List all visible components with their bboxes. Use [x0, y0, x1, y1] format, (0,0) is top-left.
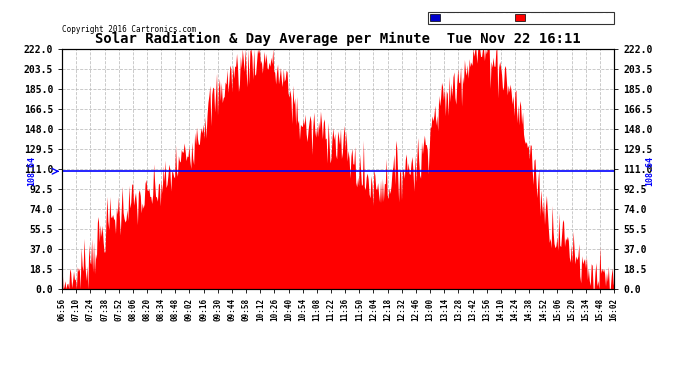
Text: 108.64: 108.64 [645, 156, 655, 186]
Text: 108.64: 108.64 [27, 156, 37, 186]
Text: Copyright 2016 Cartronics.com: Copyright 2016 Cartronics.com [62, 25, 196, 34]
Title: Solar Radiation & Day Average per Minute  Tue Nov 22 16:11: Solar Radiation & Day Average per Minute… [95, 32, 581, 46]
Legend: Median  (w/m2), Radiation  (w/m2): Median (w/m2), Radiation (w/m2) [428, 12, 614, 24]
